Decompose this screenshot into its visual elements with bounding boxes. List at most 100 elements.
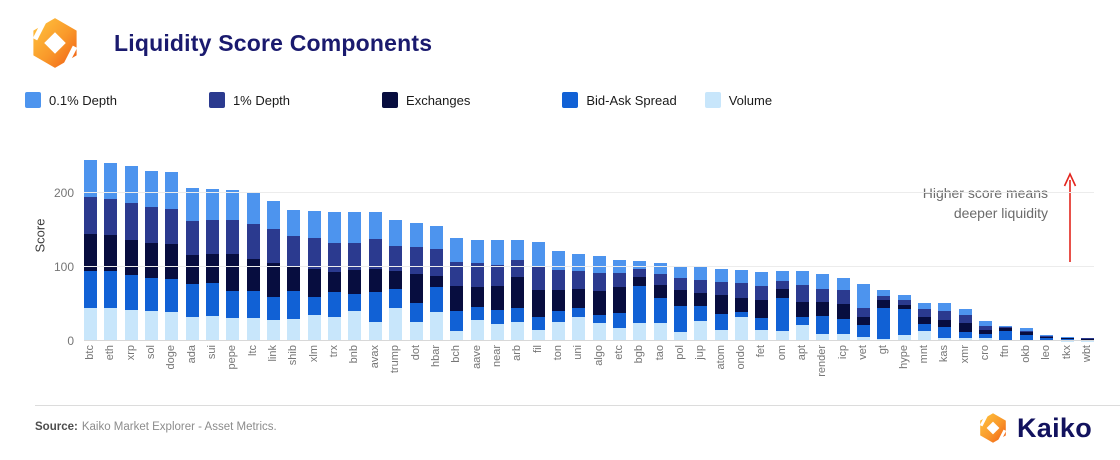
bar-segment[interactable] (307, 315, 321, 341)
bar-segment[interactable] (165, 208, 179, 245)
bar-segment[interactable] (775, 298, 789, 331)
bar-segment[interactable] (979, 321, 993, 327)
bar-segment[interactable] (775, 330, 789, 341)
bar-hype[interactable] (897, 295, 911, 341)
bar-segment[interactable] (165, 278, 179, 313)
bar-segment[interactable] (124, 309, 138, 341)
bar-segment[interactable] (816, 315, 830, 334)
bar-segment[interactable] (531, 329, 545, 341)
bar-segment[interactable] (979, 326, 993, 330)
bar-segment[interactable] (389, 270, 403, 290)
bar-segment[interactable] (816, 333, 830, 341)
bar-segment[interactable] (246, 291, 260, 319)
bar-segment[interactable] (796, 271, 810, 285)
bar-segment[interactable] (368, 321, 382, 341)
bar-segment[interactable] (104, 235, 118, 272)
bar-segment[interactable] (409, 321, 423, 341)
bar-segment[interactable] (389, 289, 403, 309)
bar-segment[interactable] (673, 265, 687, 279)
bar-segment[interactable] (633, 269, 647, 278)
bar-atom[interactable] (714, 269, 728, 341)
bar-segment[interactable] (1080, 338, 1094, 340)
bar-segment[interactable] (714, 269, 728, 282)
bar-segment[interactable] (653, 273, 667, 285)
bar-vet[interactable] (857, 284, 871, 341)
bar-segment[interactable] (918, 324, 932, 332)
bar-segment[interactable] (592, 255, 606, 273)
bar-segment[interactable] (836, 318, 850, 335)
bar-segment[interactable] (897, 335, 911, 341)
bar-segment[interactable] (287, 291, 301, 319)
bar-segment[interactable] (1040, 338, 1054, 341)
bar-segment[interactable] (1060, 337, 1074, 339)
bar-segment[interactable] (450, 286, 464, 311)
bar-bgb[interactable] (633, 261, 647, 341)
bar-arb[interactable] (511, 239, 525, 341)
bar-segment[interactable] (531, 265, 545, 290)
bar-segment[interactable] (328, 242, 342, 273)
bar-segment[interactable] (958, 332, 972, 339)
bar-segment[interactable] (267, 263, 281, 297)
bar-segment[interactable] (368, 292, 382, 322)
bar-segment[interactable] (633, 286, 647, 323)
bar-segment[interactable] (348, 211, 362, 243)
bar-segment[interactable] (206, 315, 220, 341)
bar-segment[interactable] (287, 318, 301, 341)
bar-segment[interactable] (409, 273, 423, 304)
bar-segment[interactable] (124, 275, 138, 310)
bar-segment[interactable] (328, 211, 342, 243)
bar-segment[interactable] (877, 300, 891, 309)
legend-item-volume[interactable]: Volume (704, 92, 772, 108)
bar-segment[interactable] (348, 293, 362, 312)
bar-segment[interactable] (714, 313, 728, 330)
bar-segment[interactable] (857, 307, 871, 317)
bar-segment[interactable] (389, 308, 403, 341)
bar-segment[interactable] (84, 159, 97, 197)
bar-segment[interactable] (185, 187, 199, 222)
bar-near[interactable] (490, 239, 504, 341)
bar-segment[interactable] (490, 323, 504, 341)
bar-segment[interactable] (592, 323, 606, 341)
bar-segment[interactable] (592, 315, 606, 324)
bar-segment[interactable] (612, 312, 626, 328)
bar-segment[interactable] (735, 283, 748, 299)
bar-segment[interactable] (877, 295, 891, 301)
bar-segment[interactable] (307, 238, 321, 269)
bar-segment[interactable] (857, 325, 871, 338)
bar-segment[interactable] (694, 279, 708, 293)
bar-segment[interactable] (857, 337, 871, 341)
bar-segment[interactable] (1019, 332, 1033, 336)
bar-segment[interactable] (633, 277, 647, 287)
bar-segment[interactable] (897, 295, 911, 301)
bar-segment[interactable] (84, 234, 97, 271)
bar-segment[interactable] (897, 304, 911, 310)
bar-segment[interactable] (206, 189, 220, 220)
bar-segment[interactable] (409, 223, 423, 248)
bar-etc[interactable] (612, 259, 626, 341)
bar-segment[interactable] (429, 225, 443, 249)
legend-item-0-1-depth[interactable]: 0.1% Depth (25, 92, 117, 108)
bar-segment[interactable] (185, 221, 199, 256)
bar-segment[interactable] (775, 289, 789, 299)
bar-segment[interactable] (84, 307, 97, 341)
bar-segment[interactable] (307, 296, 321, 316)
bar-aave[interactable] (470, 239, 484, 341)
bar-segment[interactable] (226, 220, 240, 255)
legend-item-1-depth[interactable]: 1% Depth (208, 92, 290, 108)
bar-segment[interactable] (755, 285, 769, 300)
bar-segment[interactable] (145, 311, 159, 341)
bar-segment[interactable] (511, 277, 525, 309)
bar-eth[interactable] (104, 162, 118, 341)
bar-segment[interactable] (206, 253, 220, 284)
bar-segment[interactable] (796, 325, 810, 341)
bar-segment[interactable] (694, 265, 708, 280)
bar-segment[interactable] (551, 269, 565, 290)
bar-segment[interactable] (714, 295, 728, 314)
bar-segment[interactable] (714, 329, 728, 341)
bar-segment[interactable] (612, 327, 626, 341)
bar-segment[interactable] (816, 301, 830, 316)
bar-segment[interactable] (958, 338, 972, 341)
bar-segment[interactable] (206, 283, 220, 316)
bar-segment[interactable] (572, 308, 586, 318)
bar-segment[interactable] (511, 308, 525, 322)
